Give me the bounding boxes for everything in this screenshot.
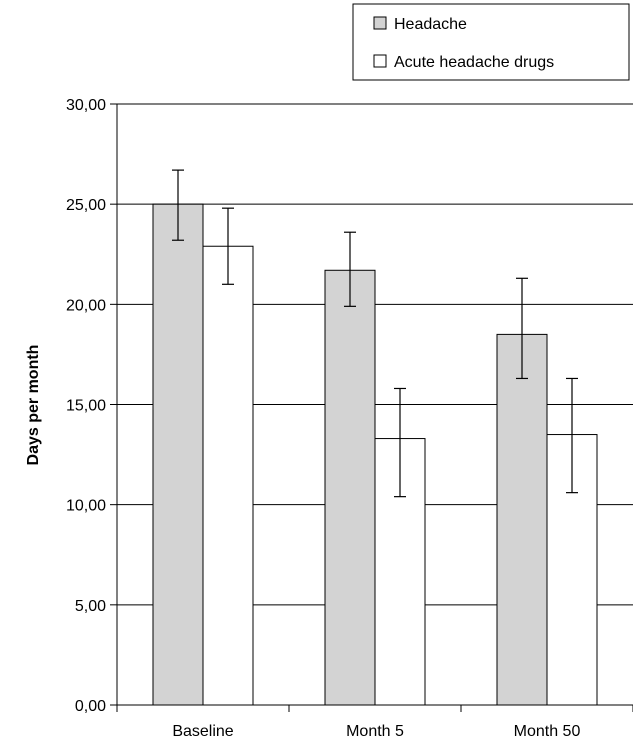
y-tick-label-3: 15,00 bbox=[66, 398, 106, 415]
y-tick-label-2: 10,00 bbox=[66, 498, 106, 515]
x-tick-label-1: Month 5 bbox=[346, 723, 404, 740]
x-tick-label-0: Baseline bbox=[172, 723, 233, 740]
tick-labels: 0,00 5,00 10,00 15,00 20,00 25,00 30,00 Baselin… bbox=[66, 97, 581, 740]
bars bbox=[152, 203, 598, 706]
legend-swatch-headache bbox=[373, 16, 387, 30]
y-tick-label-4: 20,00 bbox=[66, 297, 106, 314]
error-bars bbox=[172, 169, 578, 498]
y-tick-label-1: 5,00 bbox=[75, 598, 106, 615]
legend-label-headache: Headache bbox=[394, 16, 467, 33]
axes bbox=[110, 103, 633, 712]
bar-s0-c1 bbox=[324, 269, 376, 706]
y-tick-label-0: 0,00 bbox=[75, 698, 106, 715]
x-tick-label-2: Month 50 bbox=[514, 723, 581, 740]
legend-label-acute-headache-drugs: Acute headache drugs bbox=[394, 54, 554, 71]
legend-swatch-acute-headache-drugs bbox=[373, 54, 387, 68]
bar-s0-c0 bbox=[152, 203, 204, 706]
legend: Headache Acute headache drugs bbox=[352, 3, 630, 81]
y-axis-title: Days per month bbox=[25, 345, 42, 466]
y-tick-label-5: 25,00 bbox=[66, 197, 106, 214]
legend-box bbox=[352, 3, 630, 81]
bar-s0-c2 bbox=[496, 333, 548, 706]
y-tick-label-6: 30,00 bbox=[66, 97, 106, 114]
bar-s1-c0 bbox=[202, 245, 254, 706]
